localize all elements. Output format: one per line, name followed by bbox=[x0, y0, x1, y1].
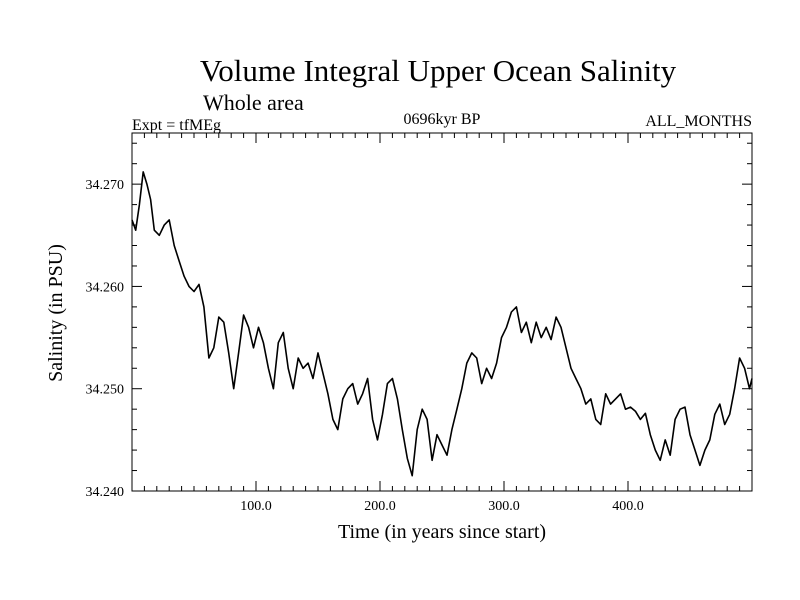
x-tick-label: 400.0 bbox=[612, 499, 644, 514]
x-tick-label: 200.0 bbox=[364, 499, 396, 514]
y-axis-tick-labels: 34.240 34.250 34.260 34.270 bbox=[86, 178, 125, 500]
y-tick-label: 34.250 bbox=[86, 383, 125, 398]
y-axis-label: Salinity (in PSU) bbox=[45, 244, 67, 382]
x-tick-label: 100.0 bbox=[240, 499, 272, 514]
plot-frame bbox=[131, 132, 753, 492]
x-tick-label: 300.0 bbox=[488, 499, 520, 514]
chart-title: Volume Integral Upper Ocean Salinity bbox=[200, 53, 677, 88]
y-axis-ticks bbox=[132, 142, 752, 472]
months-label: ALL_MONTHS bbox=[645, 113, 752, 130]
y-tick-label: 34.270 bbox=[86, 178, 125, 193]
x-axis-label: Time (in years since start) bbox=[338, 521, 546, 543]
y-tick-label: 34.240 bbox=[86, 485, 125, 500]
period-label: 0696kyr BP bbox=[404, 111, 481, 128]
salinity-series-line bbox=[131, 171, 753, 477]
y-tick-label: 34.260 bbox=[86, 280, 125, 295]
chart-subtitle: Whole area bbox=[203, 90, 304, 115]
x-axis-tick-labels: 100.0 200.0 300.0 400.0 bbox=[240, 499, 644, 514]
experiment-label: Expt = tfMEg bbox=[132, 117, 221, 134]
x-axis-ticks bbox=[143, 133, 741, 491]
